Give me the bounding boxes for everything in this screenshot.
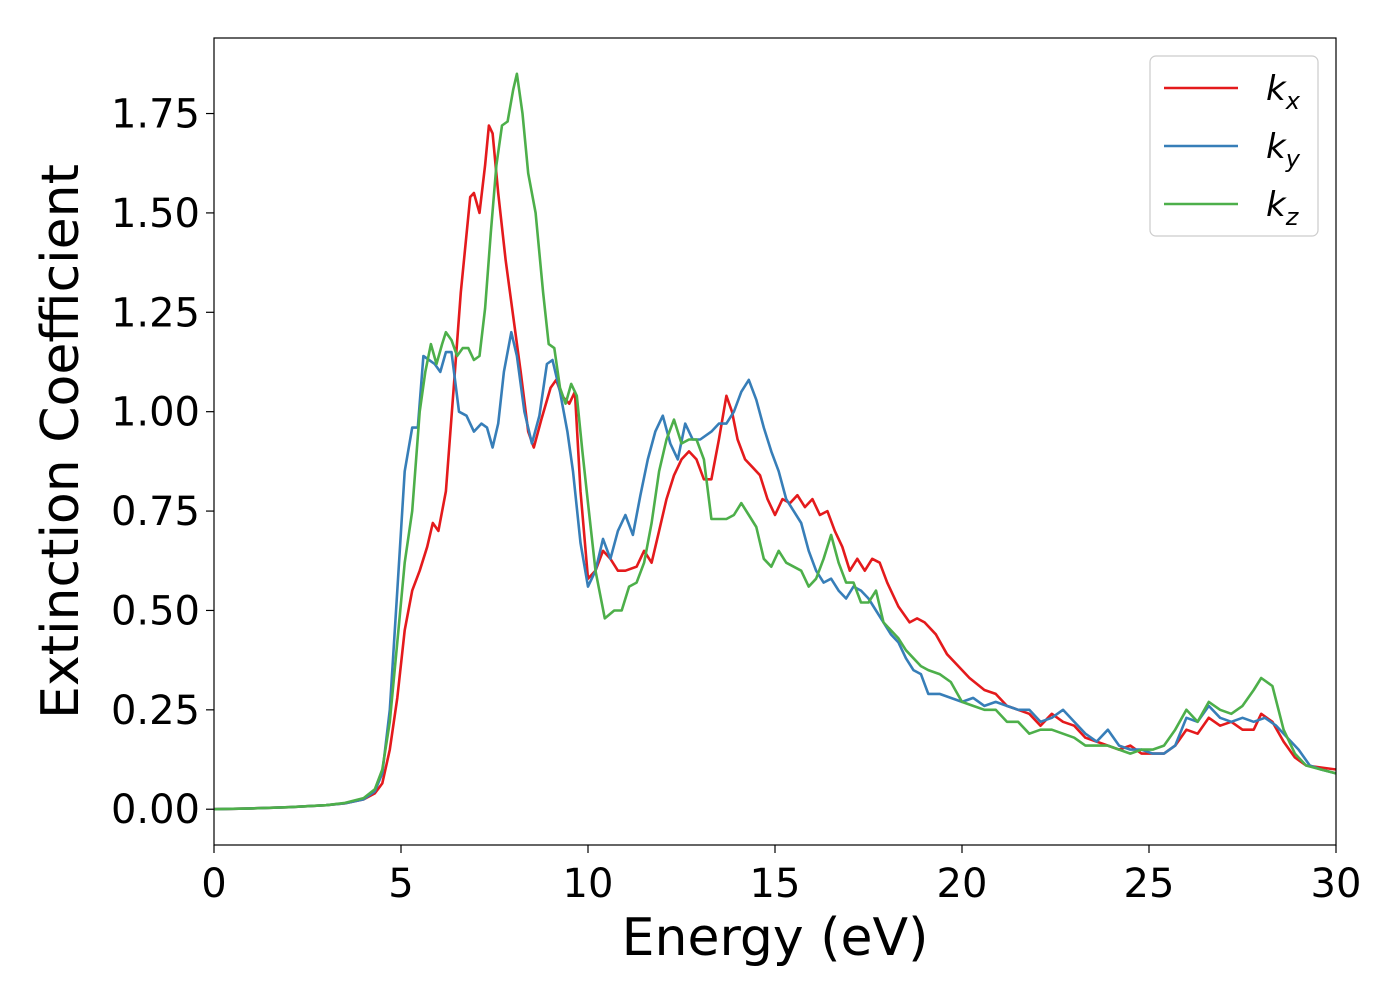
legend-label-main: k [1266, 127, 1287, 167]
series-line-kz [213, 72, 1337, 811]
x-axis-ticks: 0 5 10 15 20 25 30 [201, 845, 1361, 907]
x-tick-label: 15 [750, 861, 801, 907]
legend-label-subscript: x [1285, 87, 1301, 115]
y-tick-label: 0.00 [111, 787, 200, 833]
y-tick-label: 0.50 [111, 588, 200, 634]
x-axis-title: Energy (eV) [622, 908, 929, 968]
legend-label-ky: ky [1266, 127, 1301, 173]
y-tick-label: 1.25 [111, 290, 200, 336]
x-tick-label: 20 [937, 861, 988, 907]
legend-label-main: k [1266, 69, 1287, 109]
y-tick-label: 1.50 [111, 191, 200, 237]
y-axis-title: Extinction Coefficient [31, 164, 91, 719]
y-tick-label: 1.75 [111, 92, 200, 138]
legend-label-subscript: z [1285, 203, 1300, 231]
x-tick-label: 0 [201, 861, 226, 907]
legend-label-kz: kz [1266, 185, 1300, 231]
y-axis-ticks: 0.00 0.25 0.50 0.75 1.00 1.25 1.50 1.75 [111, 92, 214, 833]
x-tick-label: 5 [388, 861, 413, 907]
x-tick-label: 25 [1124, 861, 1175, 907]
y-tick-label: 0.75 [111, 489, 200, 535]
legend-label-main: k [1266, 185, 1287, 225]
legend-label-subscript: y [1285, 145, 1301, 173]
y-tick-label: 1.00 [111, 390, 200, 436]
legend-label-kx: kx [1266, 69, 1301, 115]
y-tick-label: 0.25 [111, 688, 200, 734]
series-line-ky [213, 330, 1337, 811]
plot-lines [213, 72, 1337, 811]
x-tick-label: 30 [1311, 861, 1362, 907]
x-tick-label: 10 [563, 861, 614, 907]
